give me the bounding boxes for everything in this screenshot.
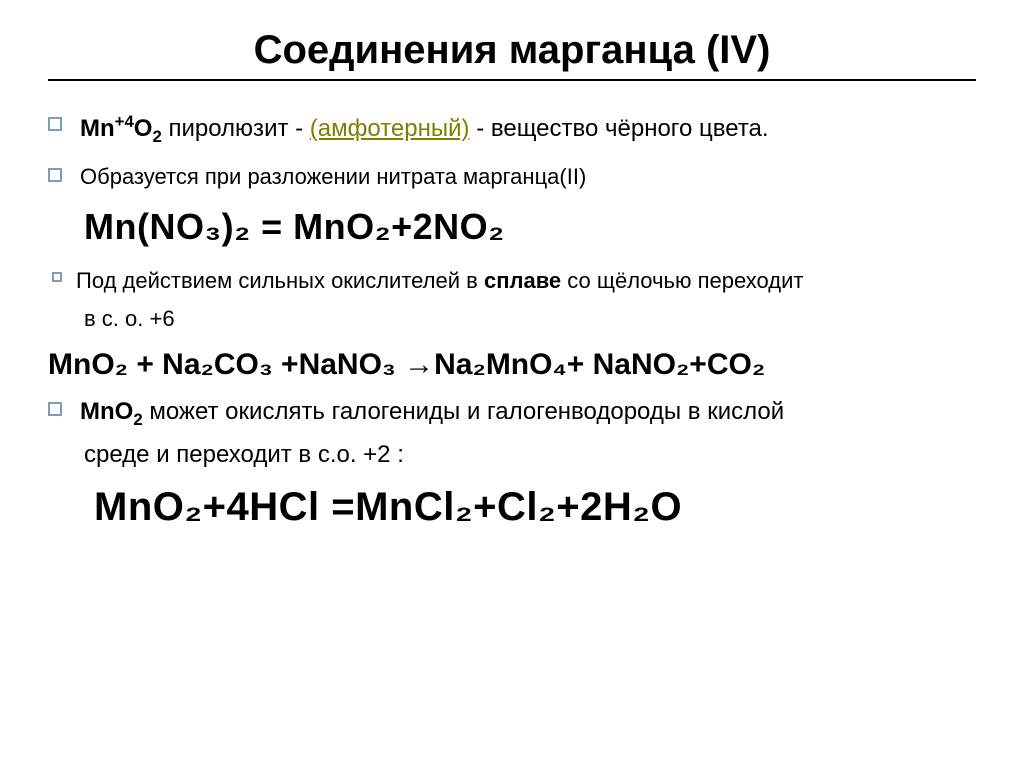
content: Mn+4O2 пиролюзит - (амфотерный) - вещест… — [48, 93, 976, 530]
line3-cont: в с. о. +6 — [84, 304, 976, 334]
bullet-line-3: Под действием сильных окислителей в спла… — [48, 266, 976, 296]
equation-1: Mn(NO₃)₂ = MnO₂+2NO₂ — [84, 206, 976, 248]
black-substance-text: - вещество чёрного цвета. — [470, 115, 769, 142]
line3-bold: сплаве — [484, 268, 561, 293]
o-sub: 2 — [152, 127, 161, 146]
bullet-line-2: Образуется при разложении нитрата марган… — [48, 162, 976, 192]
bullet-icon — [48, 168, 62, 182]
line4-part-c: среде и переходит в с.о. +2 : — [84, 439, 404, 471]
line3-part-a: Под действием сильных окислителей в — [76, 268, 484, 293]
line2-text: Образуется при разложении нитрата марган… — [80, 162, 586, 192]
mn-charge: +4 — [115, 112, 134, 131]
line3-part-d: в с. о. +6 — [84, 304, 175, 334]
line4-cont: среде и переходит в с.о. +2 : — [84, 439, 976, 471]
title-container: Соединения марганца (IV) — [48, 28, 976, 81]
bullet-line-4: MnO2 может окислять галогениды и галоген… — [48, 396, 976, 431]
amphoteric-label: (амфотерный) — [310, 115, 470, 142]
line3-part-c: со щёлочью переходит — [561, 268, 803, 293]
line4-text: MnO2 может окислять галогениды и галоген… — [80, 396, 784, 431]
mno-symbol: MnO — [80, 398, 133, 425]
equation-3: MnO₂+4HCl =MnCl₂+Cl₂+2H₂O — [94, 485, 976, 530]
line3-text: Под действием сильных окислителей в спла… — [76, 266, 803, 296]
title-underline — [48, 79, 976, 81]
bullet-small-icon — [52, 272, 62, 282]
slide: Соединения марганца (IV) Mn+4O2 пиролюзи… — [0, 0, 1024, 767]
mno-sub: 2 — [133, 409, 142, 428]
bullet-icon — [48, 117, 62, 131]
line1-text: Mn+4O2 пиролюзит - (амфотерный) - вещест… — [80, 111, 769, 148]
o-symbol: O — [134, 115, 153, 142]
line4-part-b: может окислять галогениды и галогенводор… — [143, 398, 784, 425]
bullet-icon — [48, 402, 62, 416]
mn-symbol: Mn — [80, 115, 115, 142]
slide-title: Соединения марганца (IV) — [254, 28, 771, 73]
bullet-line-1: Mn+4O2 пиролюзит - (амфотерный) - вещест… — [48, 111, 976, 148]
pyrolusite-text: пиролюзит - — [168, 115, 309, 142]
equation-2: MnO₂ + Na₂CO₃ +NaNO₃ →Na₂MnO₄+ NaNO₂+CO₂ — [48, 348, 976, 382]
